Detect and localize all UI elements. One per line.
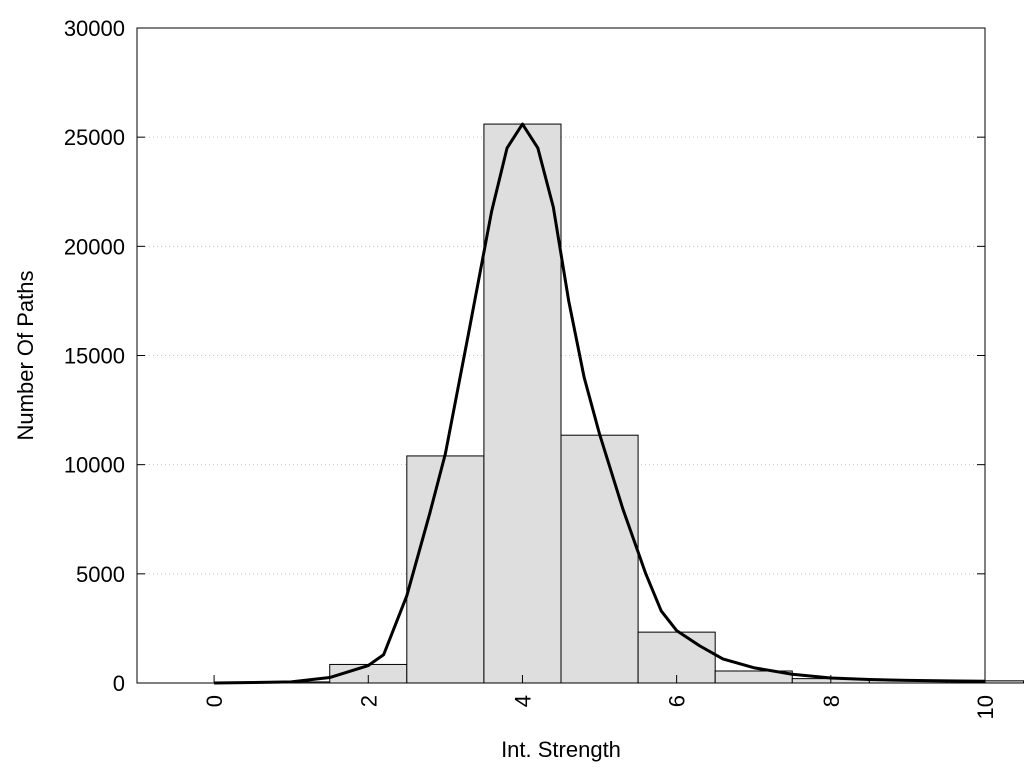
x-axis-ticks: 0 2 4 6 8 10 [202, 675, 998, 719]
y-tick-label-1: 5000 [76, 562, 125, 587]
x-tick-label-3: 6 [665, 695, 690, 707]
bar-3 [483, 123, 562, 684]
bar-2 [406, 455, 485, 684]
bar-4 [560, 434, 639, 684]
y-tick-label-3: 15000 [64, 344, 125, 369]
y-axis-ticks: 0 5000 10000 15000 20000 25000 30000 [64, 16, 985, 696]
y-tick-label-2: 10000 [64, 453, 125, 478]
histogram-bars [252, 123, 1024, 684]
y-tick-label-4: 20000 [64, 234, 125, 259]
y-tick-label-5: 25000 [64, 125, 125, 150]
x-axis-label: Int. Strength [501, 737, 621, 762]
x-tick-label-0: 0 [202, 695, 227, 707]
x-tick-label-1: 2 [356, 695, 381, 707]
x-tick-label-5: 10 [973, 695, 998, 719]
x-tick-label-4: 8 [819, 695, 844, 707]
y-tick-label-0: 0 [113, 671, 125, 696]
y-tick-label-6: 30000 [64, 16, 125, 41]
y-axis-label: Number Of Paths [13, 271, 38, 441]
x-tick-label-2: 4 [510, 695, 535, 707]
fit-curve [214, 122, 986, 685]
